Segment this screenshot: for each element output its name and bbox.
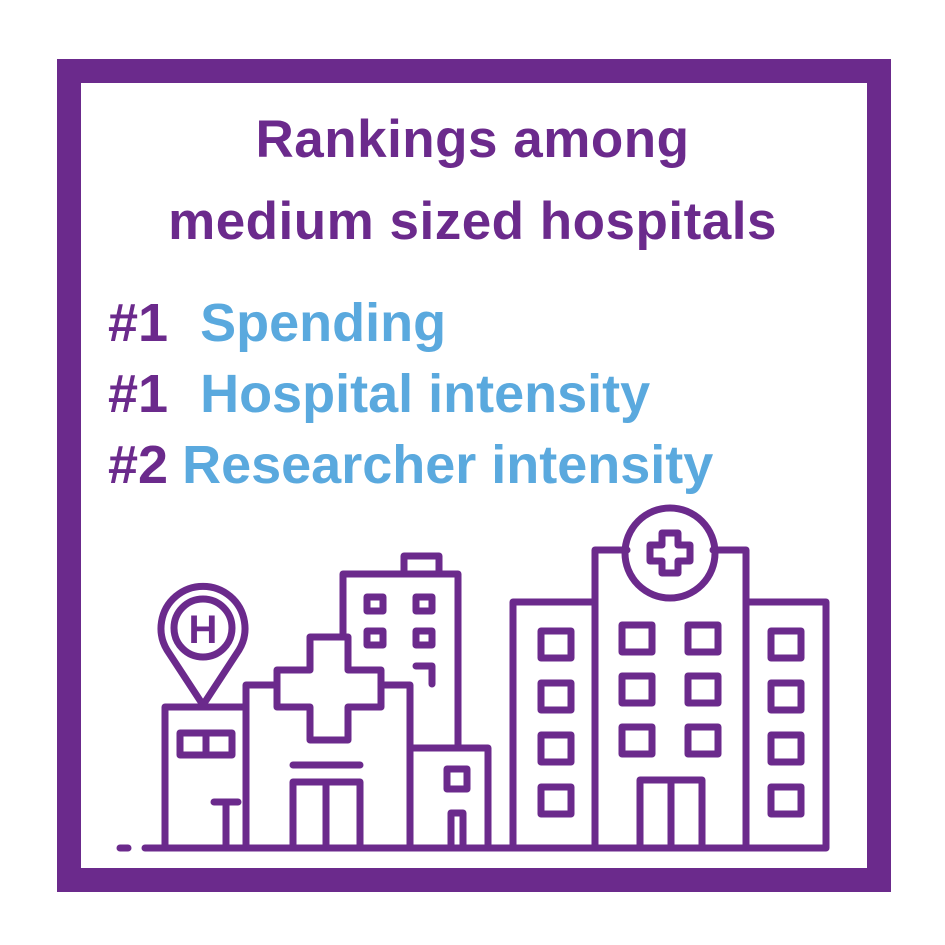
title-line-1: Rankings among: [255, 110, 690, 169]
rank-label: Hospital intensity: [200, 364, 651, 424]
clinic-building: [242, 681, 414, 852]
rank-number: #2: [108, 435, 169, 495]
ranking-item-hospital-intensity: #1 Hospital intensity: [108, 367, 650, 421]
rank-number: #1: [108, 293, 169, 353]
annex-building: [406, 744, 492, 852]
medical-cross-icon: [273, 633, 385, 744]
title-line-2: medium sized hospitals: [168, 192, 777, 251]
ranking-item-spending: #1 Spending: [108, 296, 446, 350]
hospital-building-icon: [509, 504, 830, 852]
rank-label: Spending: [200, 293, 447, 353]
pin-letter: H: [189, 608, 218, 652]
office-building: [339, 552, 462, 752]
rank-number: #1: [108, 364, 169, 424]
ranking-item-researcher-intensity: #2 Researcher intensity: [108, 438, 713, 492]
small-building: [161, 703, 247, 852]
rank-label: Researcher intensity: [182, 435, 714, 495]
hospital-pin-icon: H: [157, 582, 249, 709]
